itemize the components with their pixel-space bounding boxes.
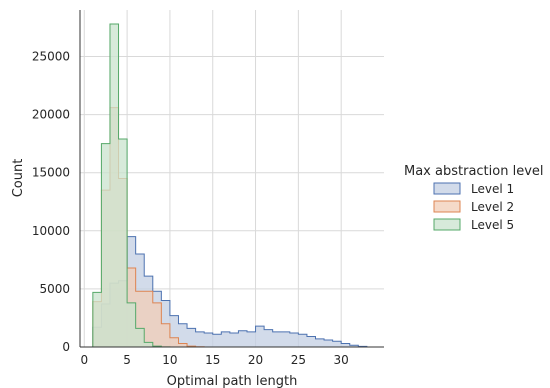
y-tick-label: 15000 [32, 166, 70, 180]
x-tick-label: 10 [162, 353, 177, 367]
axes [79, 10, 384, 348]
legend-swatch [433, 200, 461, 213]
x-tick-label: 25 [291, 353, 306, 367]
y-tick-label: 20000 [32, 108, 70, 122]
histogram-outline [92, 236, 368, 348]
x-tick-label: 5 [123, 353, 131, 367]
histogram-area [92, 23, 367, 348]
legend-swatch [433, 218, 461, 231]
x-tick-label: 0 [80, 353, 88, 367]
y-axis-title: Count [11, 159, 26, 198]
legend-swatch [433, 182, 461, 195]
grid [80, 10, 384, 348]
x-tick-label: 30 [334, 353, 349, 367]
y-tick-label: 25000 [32, 49, 70, 63]
legend: Max abstraction level Level 1 Level 2 Leve… [404, 164, 544, 232]
y-tick-label: 10000 [32, 224, 70, 238]
legend-title: Max abstraction level [404, 164, 544, 179]
y-tick-labels: 0 5000 10000 15000 20000 25000 [32, 49, 70, 354]
x-tick-labels: 0 5 10 15 20 25 30 [80, 353, 348, 367]
y-tick-label: 5000 [39, 282, 70, 296]
y-tick-label: 0 [62, 340, 70, 354]
x-tick-label: 15 [205, 353, 220, 367]
legend-label: Level 5 [471, 218, 514, 232]
legend-label: Level 2 [471, 200, 514, 214]
x-tick-label: 20 [248, 353, 263, 367]
x-axis-title: Optimal path length [167, 374, 298, 388]
histogram-bars [92, 23, 368, 348]
legend-label: Level 1 [471, 182, 514, 196]
